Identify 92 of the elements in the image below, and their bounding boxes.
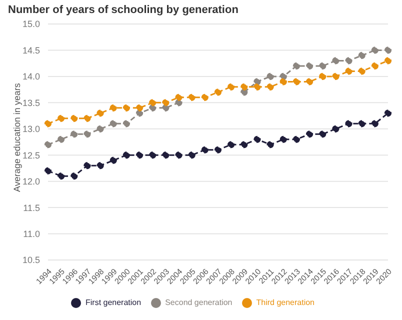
point	[214, 146, 222, 154]
point	[332, 125, 340, 132]
point	[214, 88, 222, 96]
y-axis-title: Average education in years	[12, 82, 22, 192]
point	[384, 110, 392, 117]
legend-label: First generation	[85, 298, 142, 308]
point	[319, 62, 326, 70]
point	[280, 136, 287, 143]
point	[292, 62, 300, 70]
point	[358, 68, 366, 75]
point	[280, 72, 287, 80]
point	[84, 130, 91, 138]
point	[188, 152, 196, 159]
point	[201, 146, 208, 154]
chart-title: Number of years of schooling by generation	[8, 4, 240, 16]
point	[136, 152, 144, 159]
point	[266, 83, 274, 90]
y-tick-label: 12.0	[22, 176, 40, 187]
point	[384, 46, 392, 54]
point	[162, 152, 170, 159]
point	[136, 110, 144, 117]
y-tick-label: 14.0	[22, 72, 40, 82]
point	[228, 83, 235, 90]
point	[345, 57, 352, 64]
point	[254, 78, 261, 86]
point	[70, 172, 78, 180]
point	[306, 78, 314, 86]
point	[110, 104, 117, 112]
point	[96, 162, 104, 170]
point	[240, 83, 248, 90]
point	[358, 52, 366, 60]
point	[44, 120, 52, 128]
point	[332, 57, 340, 64]
point	[240, 141, 248, 148]
point	[44, 167, 52, 174]
point	[110, 156, 117, 164]
point	[332, 72, 340, 80]
point	[266, 72, 274, 80]
point	[292, 78, 300, 86]
point	[371, 62, 378, 70]
point	[254, 136, 261, 143]
y-tick-label: 13.0	[22, 124, 40, 134]
point	[306, 62, 314, 70]
point	[149, 99, 156, 106]
point	[201, 94, 208, 101]
point	[345, 120, 352, 128]
point	[136, 104, 144, 112]
point	[122, 104, 130, 112]
point	[175, 99, 182, 106]
point	[319, 72, 326, 80]
y-tick-label: 15.0	[22, 19, 40, 30]
point	[240, 88, 248, 96]
point	[319, 130, 326, 138]
point	[254, 83, 261, 90]
point	[110, 120, 117, 128]
point	[122, 152, 130, 159]
point	[70, 114, 78, 122]
point	[84, 162, 91, 170]
point	[122, 120, 130, 128]
point	[149, 104, 156, 112]
point	[96, 110, 104, 117]
y-tick-label: 13.5	[22, 98, 40, 108]
legend-label: Second generation	[165, 298, 232, 308]
y-tick-label: 12.5	[22, 150, 40, 160]
y-tick-label: 11.0	[23, 228, 40, 239]
point	[175, 152, 182, 159]
point	[175, 94, 182, 101]
point	[371, 120, 378, 128]
point	[384, 57, 392, 64]
point	[188, 94, 196, 101]
point	[228, 141, 235, 148]
y-tick-label: 14.5	[22, 45, 40, 56]
point	[306, 130, 314, 138]
point	[70, 130, 78, 138]
point	[96, 125, 104, 132]
point	[371, 46, 378, 54]
point	[58, 172, 65, 180]
point	[345, 68, 352, 75]
point	[58, 114, 65, 122]
point	[162, 99, 170, 106]
point	[358, 120, 366, 128]
point	[162, 104, 170, 112]
point	[84, 114, 91, 122]
point	[292, 136, 300, 143]
point	[58, 136, 65, 143]
point	[266, 141, 274, 148]
point	[149, 152, 156, 159]
point	[280, 78, 287, 86]
point	[44, 141, 52, 148]
y-tick-label: 10.5	[22, 255, 40, 266]
y-tick-label: 11.5	[23, 202, 40, 213]
legend-label: Third generation	[256, 298, 315, 308]
